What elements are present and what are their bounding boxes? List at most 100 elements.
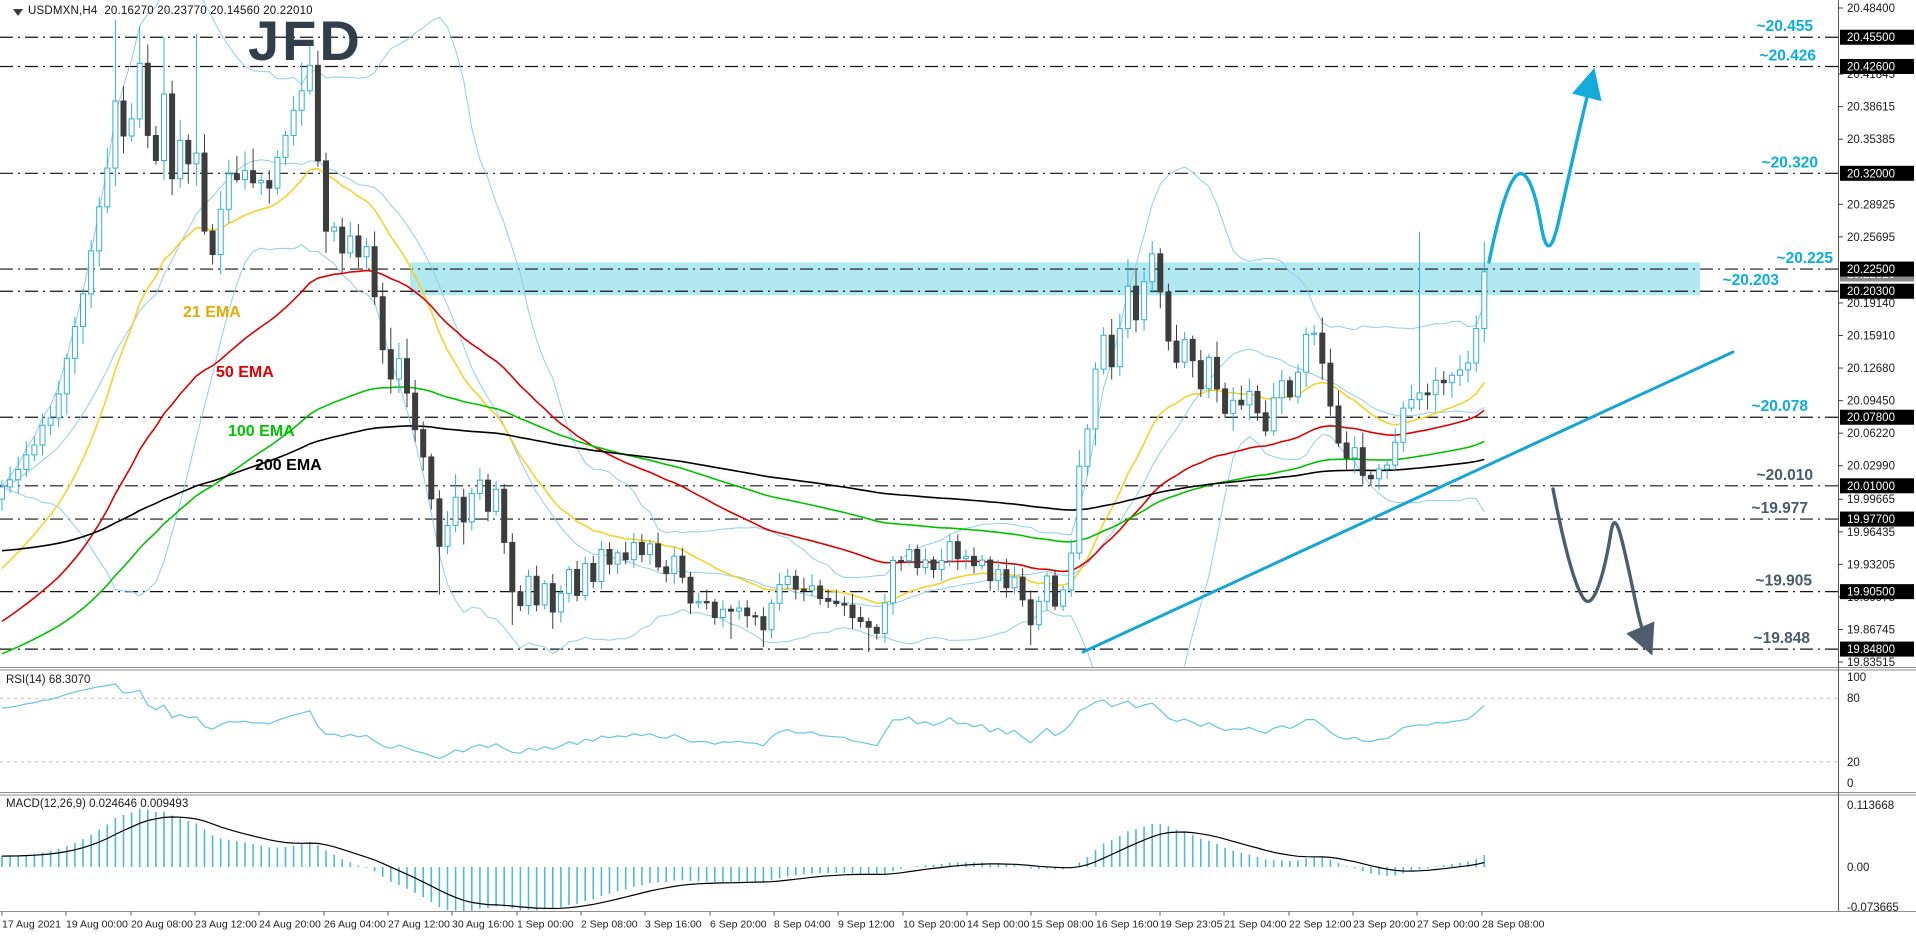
candle-body xyxy=(962,555,969,560)
candle-body xyxy=(39,424,46,446)
candle-body xyxy=(1084,428,1091,467)
bullish-projection-arrow xyxy=(1487,67,1602,264)
candle-body xyxy=(1108,334,1115,368)
candle-body xyxy=(541,583,548,606)
candle-body xyxy=(0,486,5,500)
candle-body xyxy=(323,160,329,232)
candle-body xyxy=(1149,253,1156,283)
candle-body xyxy=(509,541,516,593)
level-price-box-label: 19.97700 xyxy=(1847,514,1895,526)
candle-body xyxy=(1230,399,1237,414)
candle-body xyxy=(1254,390,1261,414)
time-tick-label: 30 Aug 16:00 xyxy=(452,919,514,931)
candle-body xyxy=(1133,285,1139,321)
level-price-box xyxy=(1840,261,1914,277)
candle-body xyxy=(274,156,281,189)
candle-body xyxy=(995,569,1002,582)
candle-body xyxy=(1408,399,1415,409)
rsi-line xyxy=(1,683,1485,760)
candle-body xyxy=(460,496,467,523)
candle-body xyxy=(420,429,427,458)
candle-body xyxy=(817,585,824,600)
candle-body xyxy=(930,559,937,571)
level-price-box-label: 19.84800 xyxy=(1847,644,1895,656)
level-label: ~19.905 xyxy=(1756,573,1813,590)
ema-100-line xyxy=(1,386,1485,655)
time-tick-label: 22 Sep 12:00 xyxy=(1289,919,1352,931)
candle-body xyxy=(1003,569,1010,589)
candle-body xyxy=(104,167,111,208)
candle-body xyxy=(282,134,289,158)
level-price-box-label: 20.32000 xyxy=(1847,168,1895,180)
ema-21-line xyxy=(1,167,1485,605)
candle-body xyxy=(752,615,759,618)
price-tick-label: 20.12680 xyxy=(1847,363,1895,375)
jfd-logo: JFD xyxy=(248,9,363,72)
time-tick-label: 28 Sep 08:00 xyxy=(1482,919,1545,931)
bollinger-middle xyxy=(1,159,1485,607)
candle-body xyxy=(1432,379,1439,396)
candle-body xyxy=(768,602,775,631)
candle-body xyxy=(825,598,832,602)
time-tick-label: 23 Sep 20:00 xyxy=(1353,919,1416,931)
price-tick-label: 20.02990 xyxy=(1847,461,1895,473)
level-price-box-label: 20.20300 xyxy=(1847,286,1895,298)
candle-body xyxy=(217,208,224,256)
candle-body xyxy=(890,559,896,604)
resistance-zone xyxy=(410,262,1700,296)
level-price-box xyxy=(1840,478,1914,494)
candle-body xyxy=(1416,392,1423,401)
candle-body xyxy=(582,562,589,596)
candle-body xyxy=(1343,442,1350,459)
candle-body xyxy=(647,543,653,556)
time-tick-label: 10 Sep 20:00 xyxy=(903,919,966,931)
price-scale[interactable]: 20.4840020.4184520.3861520.3538520.28925… xyxy=(1838,3,1914,914)
candle-body xyxy=(760,616,767,631)
candle-body xyxy=(63,357,70,395)
candle-body xyxy=(1351,447,1358,459)
rsi-tick-label: 0 xyxy=(1847,778,1853,790)
candle-body xyxy=(614,552,621,565)
candle-body xyxy=(1384,464,1391,470)
symbol-timeframe-label: USDMXN,H4 xyxy=(28,5,98,17)
candle-body xyxy=(1116,328,1123,368)
main-price-panel xyxy=(0,0,1838,668)
candle-body xyxy=(331,226,338,232)
candle-body xyxy=(1359,447,1366,476)
candle-body xyxy=(1303,333,1310,373)
candle-body xyxy=(144,62,151,136)
price-tick-label: 20.25695 xyxy=(1847,232,1895,244)
price-tick-label: 20.48400 xyxy=(1847,3,1895,15)
time-tick-label: 8 Sep 04:00 xyxy=(774,919,831,931)
candle-body xyxy=(1068,552,1075,591)
candle-body xyxy=(914,548,921,569)
time-tick-label: 27 Sep 00:00 xyxy=(1417,919,1480,931)
level-label: ~20.320 xyxy=(1762,154,1818,171)
candle-body xyxy=(987,559,994,582)
candle-body xyxy=(1124,285,1131,330)
candle-body xyxy=(412,392,419,431)
time-scale[interactable]: 17 Aug 2021 19 Aug 00:00 20 Aug 08:00 23 Au… xyxy=(1,911,1545,931)
level-label: ~19.977 xyxy=(1752,500,1808,517)
candle-body xyxy=(906,548,913,562)
level-price-box xyxy=(1840,584,1914,600)
candle-body xyxy=(711,601,718,618)
chevron-down-icon[interactable] xyxy=(13,9,23,16)
rsi-tick-label: 80 xyxy=(1847,693,1860,705)
candle-body xyxy=(663,566,670,574)
candle-body xyxy=(452,496,459,526)
candle-body xyxy=(355,235,362,258)
price-tick-label: 20.15910 xyxy=(1847,330,1895,342)
level-label: ~20.010 xyxy=(1757,467,1813,484)
candle-body xyxy=(80,293,86,327)
candle-body xyxy=(841,603,848,606)
candle-body xyxy=(800,588,807,591)
candle-body xyxy=(387,349,394,380)
candle-body xyxy=(687,576,694,604)
level-label: ~20.426 xyxy=(1760,47,1817,64)
ema-label: 100 EMA xyxy=(228,423,295,440)
candle-body xyxy=(428,456,435,500)
level-label: ~19.848 xyxy=(1754,630,1811,647)
candle-body xyxy=(1197,360,1204,390)
